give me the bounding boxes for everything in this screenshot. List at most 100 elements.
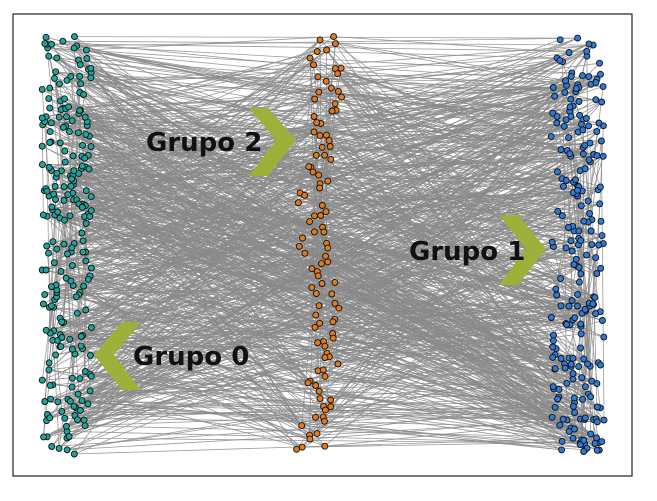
edge (329, 219, 593, 358)
group-0-node (87, 74, 95, 82)
group-1-node (579, 395, 587, 403)
group-2-arrow-icon (249, 108, 296, 176)
group-0-node (40, 433, 48, 441)
edge (334, 318, 584, 360)
edge (318, 142, 591, 307)
group-0-node (67, 182, 75, 190)
edge (51, 170, 323, 284)
group-0-node (53, 169, 61, 177)
edge (79, 110, 323, 206)
group-0-node (46, 84, 54, 92)
edge (54, 232, 83, 263)
group-1-node (571, 314, 579, 322)
group-2-node (321, 406, 329, 414)
group-2-node (328, 107, 336, 115)
group-2-node (314, 339, 322, 347)
edge (308, 166, 570, 307)
group-2-node (327, 396, 335, 404)
group-1-node (584, 360, 592, 368)
group-2-node (310, 113, 318, 120)
group-0-node (84, 275, 92, 283)
edge (89, 91, 339, 217)
group-2-label: Grupo 2 (146, 128, 262, 158)
group-1-node (581, 306, 589, 313)
edge (341, 62, 600, 98)
group-2-node (325, 137, 333, 145)
edge (313, 116, 598, 384)
edge (323, 341, 556, 408)
edge (335, 110, 562, 451)
edge (56, 37, 578, 250)
edge (324, 125, 589, 156)
edge (323, 131, 579, 371)
group-1-node (577, 120, 585, 128)
group-2-node (301, 191, 309, 199)
group-2-node (331, 40, 339, 48)
group-2-node (312, 290, 320, 298)
group-1-node (568, 247, 576, 255)
group-1-node (553, 119, 561, 127)
edge (90, 77, 596, 298)
group-0-node (68, 383, 76, 391)
group-0-node (87, 264, 95, 272)
group-2-node (310, 128, 318, 136)
group-1-node (597, 137, 605, 145)
edge (334, 153, 571, 320)
edge (315, 416, 594, 420)
group-0-node (43, 187, 51, 195)
edge (91, 293, 332, 328)
edge (64, 98, 597, 439)
edge (301, 425, 585, 444)
edge (89, 373, 586, 419)
group-1-node (567, 72, 575, 80)
edge (299, 245, 558, 400)
edge (299, 192, 601, 313)
group-0-node (60, 196, 68, 204)
group-1-node (565, 302, 573, 310)
edge (309, 57, 593, 221)
group-0-node (53, 245, 61, 253)
group-1-node (554, 395, 562, 403)
group-0-node (42, 326, 50, 334)
group-1-node (569, 370, 577, 378)
edge (314, 98, 561, 426)
group-1-node (592, 79, 600, 87)
group-0-node (46, 139, 54, 146)
group-1-node (549, 383, 557, 391)
group-0-node (82, 257, 90, 265)
group-2-node (293, 445, 301, 453)
edge (326, 49, 588, 365)
edge (46, 237, 303, 247)
group-1-node (548, 238, 556, 246)
edge (316, 246, 554, 294)
group-0-node (46, 128, 54, 136)
group-1-node (598, 438, 606, 446)
group-0-node (77, 342, 85, 350)
edge (323, 341, 557, 350)
group-2-node (330, 33, 338, 41)
edge (311, 268, 561, 426)
edge (337, 73, 594, 305)
group-0-node (65, 128, 73, 136)
edge (50, 357, 325, 386)
edge (67, 194, 332, 408)
edge (56, 57, 311, 440)
group-1-node (587, 393, 595, 401)
group-0-node (66, 335, 74, 343)
edge (304, 194, 578, 197)
edge (326, 122, 557, 244)
group-1-node (577, 270, 585, 278)
group-1-node (582, 114, 590, 122)
group-1-node (592, 96, 600, 104)
edge (296, 44, 594, 450)
edge (302, 237, 556, 369)
group-1-node (585, 156, 593, 164)
group-2-node (310, 61, 318, 69)
edge (54, 214, 598, 451)
group-0-node (42, 266, 50, 274)
group-1-node (586, 210, 594, 218)
edge (338, 91, 578, 187)
edge (78, 51, 318, 205)
group-0-node (52, 68, 60, 76)
group-2-node (323, 46, 331, 54)
